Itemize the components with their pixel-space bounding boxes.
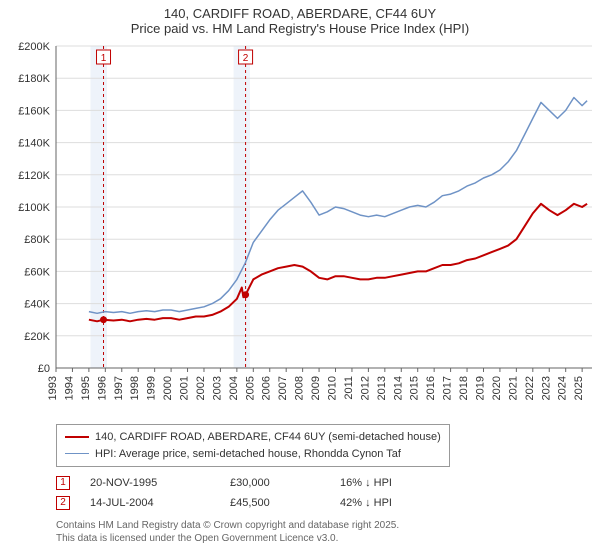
svg-text:£120K: £120K: [18, 170, 50, 182]
svg-text:1994: 1994: [63, 376, 75, 400]
footer-attribution: Contains HM Land Registry data © Crown c…: [56, 519, 600, 545]
svg-text:1: 1: [101, 53, 107, 64]
svg-text:2014: 2014: [392, 376, 404, 400]
svg-text:£60K: £60K: [24, 266, 50, 278]
svg-text:1993: 1993: [47, 376, 59, 400]
svg-text:2011: 2011: [343, 376, 355, 400]
svg-text:2002: 2002: [195, 376, 207, 400]
svg-text:£200K: £200K: [18, 41, 50, 53]
svg-text:2: 2: [243, 53, 249, 64]
svg-text:2009: 2009: [310, 376, 322, 400]
svg-text:2006: 2006: [261, 376, 273, 400]
svg-text:2001: 2001: [179, 376, 191, 400]
footer-line1: Contains HM Land Registry data © Crown c…: [56, 519, 600, 532]
svg-text:2012: 2012: [359, 376, 371, 400]
svg-text:£160K: £160K: [18, 105, 50, 117]
svg-text:1998: 1998: [129, 376, 141, 400]
svg-text:2004: 2004: [228, 376, 240, 400]
chart-legend: 140, CARDIFF ROAD, ABERDARE, CF44 6UY (s…: [56, 424, 450, 467]
svg-text:£80K: £80K: [24, 234, 50, 246]
sale-row: 2 14-JUL-2004 £45,500 42% ↓ HPI: [56, 493, 600, 513]
legend-swatch: [65, 453, 89, 454]
svg-text:2017: 2017: [442, 376, 454, 400]
sale-price: £30,000: [230, 477, 320, 489]
svg-text:2021: 2021: [507, 376, 519, 400]
sale-marker: 2: [56, 496, 70, 510]
sale-marker: 1: [56, 476, 70, 490]
price-chart: £0 £20K £40K £60K £80K £100K £120K £140K £160K £1…: [0, 38, 600, 418]
svg-text:2010: 2010: [327, 376, 339, 400]
title-address: 140, CARDIFF ROAD, ABERDARE, CF44 6UY: [0, 6, 600, 21]
svg-text:2003: 2003: [211, 376, 223, 400]
chart-title: 140, CARDIFF ROAD, ABERDARE, CF44 6UY Pr…: [0, 0, 600, 38]
svg-text:2013: 2013: [376, 376, 388, 400]
svg-text:2005: 2005: [244, 376, 256, 400]
svg-text:£140K: £140K: [18, 138, 50, 150]
svg-text:£100K: £100K: [18, 202, 50, 214]
footer-line2: This data is licensed under the Open Gov…: [56, 532, 600, 545]
svg-text:1995: 1995: [80, 376, 92, 400]
svg-text:2015: 2015: [409, 376, 421, 400]
legend-label: HPI: Average price, semi-detached house,…: [95, 446, 401, 463]
svg-text:£0: £0: [38, 363, 50, 375]
svg-text:1996: 1996: [96, 376, 108, 400]
svg-text:2007: 2007: [277, 376, 289, 400]
sale-delta: 42% ↓ HPI: [340, 497, 450, 509]
svg-text:2022: 2022: [524, 376, 536, 400]
legend-label: 140, CARDIFF ROAD, ABERDARE, CF44 6UY (s…: [95, 429, 441, 446]
svg-text:1999: 1999: [146, 376, 158, 400]
sale-date: 14-JUL-2004: [90, 497, 210, 509]
svg-text:£20K: £20K: [24, 331, 50, 343]
sale-row: 1 20-NOV-1995 £30,000 16% ↓ HPI: [56, 473, 600, 493]
svg-text:2008: 2008: [294, 376, 306, 400]
legend-row: 140, CARDIFF ROAD, ABERDARE, CF44 6UY (s…: [65, 429, 441, 446]
chart-svg: £0 £20K £40K £60K £80K £100K £120K £140K £160K £1…: [0, 38, 600, 418]
title-subtitle: Price paid vs. HM Land Registry's House …: [0, 21, 600, 36]
svg-text:£40K: £40K: [24, 299, 50, 311]
svg-text:£180K: £180K: [18, 73, 50, 85]
svg-text:2020: 2020: [491, 376, 503, 400]
svg-text:2019: 2019: [474, 376, 486, 400]
sales-table: 1 20-NOV-1995 £30,000 16% ↓ HPI 2 14-JUL-2004…: [56, 473, 600, 513]
svg-text:2023: 2023: [540, 376, 552, 400]
sale-price: £45,500: [230, 497, 320, 509]
sale-date: 20-NOV-1995: [90, 477, 210, 489]
svg-text:2024: 2024: [557, 376, 569, 400]
svg-text:1997: 1997: [113, 376, 125, 400]
sale-delta: 16% ↓ HPI: [340, 477, 450, 489]
svg-text:2000: 2000: [162, 376, 174, 400]
legend-row: HPI: Average price, semi-detached house,…: [65, 446, 441, 463]
svg-text:2018: 2018: [458, 376, 470, 400]
svg-text:2025: 2025: [573, 376, 585, 400]
svg-text:2016: 2016: [425, 376, 437, 400]
legend-swatch: [65, 436, 89, 438]
